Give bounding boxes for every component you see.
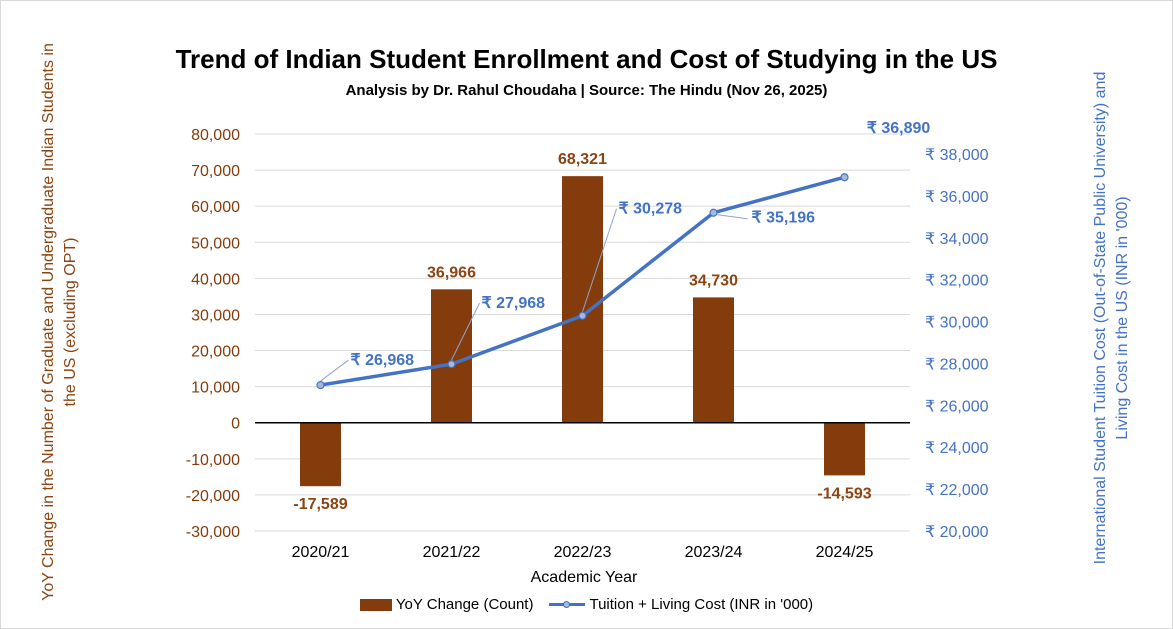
- bar-data-label: 34,730: [689, 272, 738, 289]
- left-tick-label: 50,000: [191, 235, 240, 252]
- chart-subtitle: Analysis by Dr. Rahul Choudaha | Source:…: [345, 82, 828, 99]
- line-marker: [316, 380, 325, 390]
- right-tick-label: ₹ 34,000: [925, 231, 989, 248]
- line-data-label: ₹ 26,968: [351, 352, 415, 369]
- left-tick-label: 60,000: [191, 199, 240, 216]
- left-tick-label: 40,000: [191, 271, 240, 288]
- line-data-label: ₹ 27,968: [482, 295, 546, 312]
- x-axis-label: Academic Year: [530, 569, 638, 586]
- leader-line: [320, 359, 349, 382]
- left-tick-label: -20,000: [186, 488, 240, 505]
- legend-line-swatch: [549, 599, 586, 611]
- right-tick-label: ₹ 36,000: [925, 189, 989, 206]
- bar: [431, 289, 472, 423]
- chart-title: Trend of Indian Student Enrollment and C…: [175, 44, 998, 74]
- line-marker: [447, 360, 456, 369]
- x-tick-label: 2023/24: [685, 544, 743, 561]
- line-data-label: ₹ 36,890: [867, 120, 931, 137]
- bar: [562, 176, 603, 423]
- left-tick-label: 0: [231, 416, 240, 433]
- right-tick-label: ₹ 20,000: [925, 524, 989, 541]
- right-tick-label: ₹ 28,000: [925, 356, 989, 373]
- x-tick-label: 2020/21: [292, 544, 350, 561]
- left-tick-label: -30,000: [186, 524, 240, 541]
- legend: YoY Change (Count) Tuition + Living Cost…: [0, 596, 1173, 613]
- legend-item-bar: YoY Change (Count): [359, 596, 534, 613]
- line-marker: [840, 173, 849, 182]
- legend-bar-swatch: [359, 598, 392, 611]
- leader-line: [451, 302, 480, 361]
- right-tick-label: ₹ 22,000: [925, 482, 989, 499]
- right-tick-label: ₹ 38,000: [925, 147, 989, 164]
- leader-line: [582, 208, 617, 312]
- line-marker: [578, 311, 587, 320]
- left-tick-label: 80,000: [191, 127, 240, 144]
- right-tick-label: ₹ 26,000: [925, 398, 989, 415]
- legend-line-label: Tuition + Living Cost (INR in '000): [589, 596, 814, 613]
- line-data-label: ₹ 35,196: [752, 210, 816, 227]
- bar-data-label: -14,593: [817, 485, 871, 502]
- bar: [693, 297, 734, 423]
- line-marker: [709, 208, 718, 217]
- right-tick-label: ₹ 32,000: [925, 273, 989, 290]
- bar-data-label: -17,589: [293, 496, 347, 513]
- bar: [824, 422, 865, 476]
- x-tick-label: 2021/22: [423, 544, 481, 561]
- x-tick-label: 2022/23: [554, 544, 612, 561]
- left-tick-label: 10,000: [191, 380, 240, 397]
- bar: [300, 422, 341, 487]
- left-tick-label: 20,000: [191, 344, 240, 361]
- legend-item-line: Tuition + Living Cost (INR in '000): [549, 596, 813, 613]
- bar-data-label: 68,321: [558, 151, 607, 168]
- leader-line: [717, 214, 748, 220]
- bar-data-label: 36,966: [427, 264, 476, 281]
- left-tick-label: -10,000: [186, 452, 240, 469]
- left-tick-label: 30,000: [191, 307, 240, 324]
- right-tick-label: ₹ 24,000: [925, 440, 989, 457]
- line-data-label: ₹ 30,278: [619, 201, 683, 218]
- right-tick-label: ₹ 30,000: [925, 315, 989, 332]
- x-tick-label: 2024/25: [816, 544, 874, 561]
- left-tick-label: 70,000: [191, 163, 240, 180]
- legend-bar-label: YoY Change (Count): [395, 596, 534, 613]
